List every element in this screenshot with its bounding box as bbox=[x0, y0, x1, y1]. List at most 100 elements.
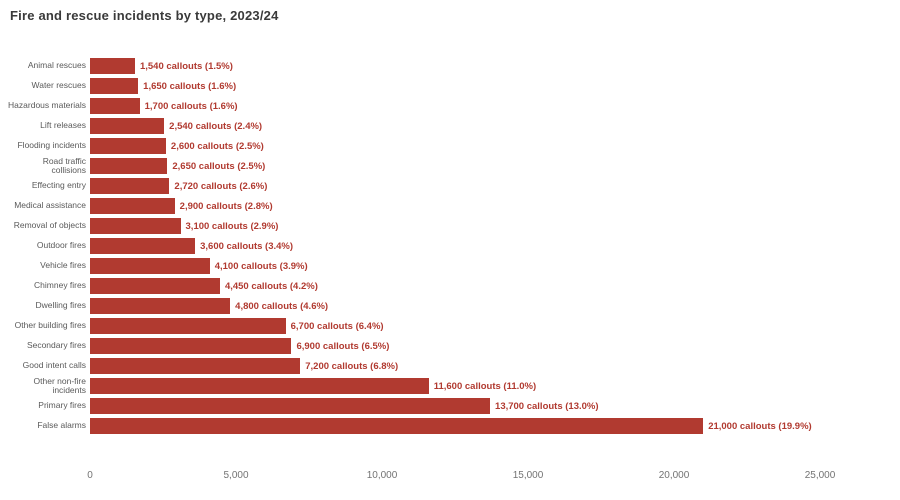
bar bbox=[90, 98, 140, 114]
bar-track: 1,540 callouts (1.5%) bbox=[90, 58, 894, 74]
value-label: 6,700 callouts (6.4%) bbox=[290, 320, 384, 332]
bar-track: 1,700 callouts (1.6%) bbox=[90, 98, 894, 114]
value-label: 7,200 callouts (6.8%) bbox=[305, 360, 399, 372]
value-label: 3,100 callouts (2.9%) bbox=[185, 220, 279, 232]
bar-track: 6,700 callouts (6.4%) bbox=[90, 318, 894, 334]
bar-row: Good intent calls 7,200 callouts (6.8%) bbox=[6, 356, 894, 376]
category-label: Outdoor fires bbox=[36, 240, 86, 251]
category-label: Chimney fires bbox=[34, 280, 86, 291]
bar bbox=[90, 358, 301, 374]
bar-track: 4,450 callouts (4.2%) bbox=[90, 278, 894, 294]
category-label: Removal of objects bbox=[13, 220, 86, 231]
bar-track: 4,100 callouts (3.9%) bbox=[90, 258, 894, 274]
value-label: 2,720 callouts (2.6%) bbox=[174, 180, 268, 192]
bar bbox=[90, 378, 429, 394]
category-label: Good intent calls bbox=[22, 360, 86, 371]
bar-track: 2,650 callouts (2.5%) bbox=[90, 158, 894, 174]
bar-row: Water rescues 1,650 callouts (1.6%) bbox=[6, 76, 894, 96]
x-axis: 0 5,000 10,000 15,000 20,000 25,000 bbox=[0, 470, 900, 490]
bar-track: 3,600 callouts (3.4%) bbox=[90, 238, 894, 254]
x-tick-label: 15,000 bbox=[512, 470, 544, 481]
category-label: Lift releases bbox=[40, 120, 86, 131]
bar-row: Dwelling fires 4,800 callouts (4.6%) bbox=[6, 296, 894, 316]
bar bbox=[90, 178, 170, 194]
category-label: Hazardous materials bbox=[8, 100, 86, 111]
value-label: 2,600 callouts (2.5%) bbox=[170, 140, 264, 152]
bar-row: Lift releases 2,540 callouts (2.4%) bbox=[6, 116, 894, 136]
bar-row: Outdoor fires 3,600 callouts (3.4%) bbox=[6, 236, 894, 256]
bar bbox=[90, 58, 135, 74]
bar-row: Road traffic collisions 2,650 callouts (2… bbox=[6, 156, 894, 176]
value-label: 3,600 callouts (3.4%) bbox=[200, 240, 294, 252]
x-tick-label: 10,000 bbox=[366, 470, 398, 481]
bar-row: Medical assistance 2,900 callouts (2.8%) bbox=[6, 196, 894, 216]
value-label: 1,650 callouts (1.6%) bbox=[143, 80, 237, 92]
bar-row: Animal rescues 1,540 callouts (1.5%) bbox=[6, 56, 894, 76]
bar bbox=[90, 138, 166, 154]
category-label: False alarms bbox=[37, 420, 86, 431]
category-label: Primary fires bbox=[38, 400, 86, 411]
value-label: 4,100 callouts (3.9%) bbox=[214, 260, 308, 272]
bar-track: 2,540 callouts (2.4%) bbox=[90, 118, 894, 134]
category-label: Vehicle fires bbox=[40, 260, 86, 271]
bar bbox=[90, 338, 292, 354]
bar-row: Chimney fires 4,450 callouts (4.2%) bbox=[6, 276, 894, 296]
x-tick-label: 5,000 bbox=[223, 470, 249, 481]
bar-row: Other non-fire incidents 11,600 callouts … bbox=[6, 376, 894, 396]
bar-track: 1,650 callouts (1.6%) bbox=[90, 78, 894, 94]
bar-track: 6,900 callouts (6.5%) bbox=[90, 338, 894, 354]
category-label: Effecting entry bbox=[31, 180, 86, 191]
bar bbox=[90, 258, 210, 274]
x-tick-label: 20,000 bbox=[658, 470, 690, 481]
value-label: 4,800 callouts (4.6%) bbox=[235, 300, 329, 312]
bar-row: Other building fires 6,700 callouts (6.4%… bbox=[6, 316, 894, 336]
bar-track: 11,600 callouts (11.0%) bbox=[90, 378, 894, 394]
bar-track: 21,000 callouts (19.9%) bbox=[90, 418, 894, 434]
bar-row: Primary fires 13,700 callouts (13.0%) bbox=[6, 396, 894, 416]
category-label: Medical assistance bbox=[14, 200, 86, 211]
value-label: 1,700 callouts (1.6%) bbox=[144, 100, 238, 112]
bar bbox=[90, 78, 139, 94]
x-tick-label: 0 bbox=[87, 470, 93, 481]
value-label: 2,900 callouts (2.8%) bbox=[179, 200, 273, 212]
bar-row: Flooding incidents 2,600 callouts (2.5%) bbox=[6, 136, 894, 156]
category-label: Water rescues bbox=[31, 80, 86, 91]
plot-area: Animal rescues 1,540 callouts (1.5%) Water… bbox=[6, 56, 894, 436]
bar bbox=[90, 218, 181, 234]
value-label: 1,540 callouts (1.5%) bbox=[139, 60, 233, 72]
bar-track: 2,600 callouts (2.5%) bbox=[90, 138, 894, 154]
bar-row: Secondary fires 6,900 callouts (6.5%) bbox=[6, 336, 894, 356]
bar-row: Vehicle fires 4,100 callouts (3.9%) bbox=[6, 256, 894, 276]
value-label: 4,450 callouts (4.2%) bbox=[224, 280, 318, 292]
bar bbox=[90, 238, 196, 254]
category-label: Other non-fire incidents bbox=[33, 375, 86, 395]
category-label: Flooding incidents bbox=[17, 140, 86, 151]
bar bbox=[90, 118, 165, 134]
category-label: Road traffic collisions bbox=[42, 155, 86, 175]
value-label: 6,900 callouts (6.5%) bbox=[296, 340, 390, 352]
bar-track: 3,100 callouts (2.9%) bbox=[90, 218, 894, 234]
bar bbox=[90, 298, 231, 314]
bar bbox=[90, 278, 220, 294]
bar-row: Removal of objects 3,100 callouts (2.9%) bbox=[6, 216, 894, 236]
category-label: Other building fires bbox=[14, 320, 86, 331]
bar-track: 2,720 callouts (2.6%) bbox=[90, 178, 894, 194]
bar-track: 4,800 callouts (4.6%) bbox=[90, 298, 894, 314]
bar bbox=[90, 158, 168, 174]
value-label: 21,000 callouts (19.9%) bbox=[708, 420, 812, 432]
bar bbox=[90, 418, 704, 434]
chart-title: Fire and rescue incidents by type, 2023/… bbox=[10, 8, 279, 23]
bar-track: 7,200 callouts (6.8%) bbox=[90, 358, 894, 374]
bar-row: Effecting entry 2,720 callouts (2.6%) bbox=[6, 176, 894, 196]
bar-row: Hazardous materials 1,700 callouts (1.6%) bbox=[6, 96, 894, 116]
bar-track: 13,700 callouts (13.0%) bbox=[90, 398, 894, 414]
bar bbox=[90, 398, 491, 414]
category-label: Secondary fires bbox=[26, 340, 86, 351]
bar-row: False alarms 21,000 callouts (19.9%) bbox=[6, 416, 894, 436]
value-label: 11,600 callouts (11.0%) bbox=[433, 380, 537, 392]
bar-track: 2,900 callouts (2.8%) bbox=[90, 198, 894, 214]
value-label: 13,700 callouts (13.0%) bbox=[495, 400, 599, 412]
category-label: Animal rescues bbox=[27, 60, 86, 71]
x-tick-label: 25,000 bbox=[804, 470, 836, 481]
